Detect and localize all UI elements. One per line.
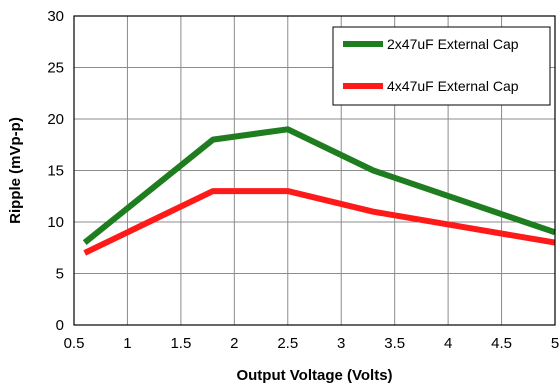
x-tick-label: 3.5 (384, 335, 405, 352)
x-tick-label: 2 (230, 335, 238, 352)
x-tick-label: 4 (444, 335, 452, 352)
x-tick-label: 4.5 (491, 335, 512, 352)
y-tick-label: 20 (47, 111, 64, 128)
legend-label-1: 2x47uF External Cap (387, 36, 519, 52)
y-tick-label: 25 (47, 60, 64, 77)
y-tick-label: 10 (47, 214, 64, 231)
x-tick-label: 0.5 (64, 335, 85, 352)
series-lines (82, 126, 556, 256)
series-line-2 (83, 188, 556, 256)
y-tick-label: 30 (47, 8, 64, 25)
legend: 2x47uF External Cap 4x47uF External Cap (332, 26, 551, 106)
x-tick-label: 2.5 (277, 335, 298, 352)
x-tick-label: 3 (337, 335, 345, 352)
y-tick-label: 0 (56, 317, 64, 334)
y-tick-labels: 0 5 10 15 20 25 30 (47, 8, 64, 334)
y-tick-label: 15 (47, 163, 64, 180)
legend-box (332, 26, 551, 106)
y-tick-label: 5 (56, 266, 64, 283)
x-tick-label: 5 (551, 335, 559, 352)
x-axis-title: Output Voltage (Volts) (236, 367, 392, 384)
series-line-1 (82, 126, 556, 245)
y-axis-title: Ripple (mVp-p) (7, 117, 24, 224)
legend-label-2: 4x47uF External Cap (387, 78, 519, 94)
x-tick-label: 1 (123, 335, 131, 352)
plot-frame (73, 15, 556, 326)
x-tick-label: 1.5 (170, 335, 191, 352)
x-tick-labels: 0.5 1 1.5 2 2.5 3 3.5 4 4.5 5 (64, 335, 560, 352)
